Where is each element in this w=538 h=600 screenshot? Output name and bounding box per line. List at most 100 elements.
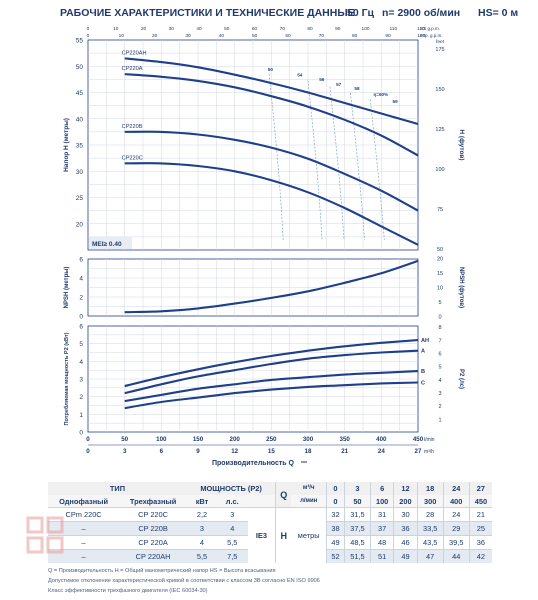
impgpm-tick-label: 60	[285, 33, 291, 39]
y-axis-label: Потребляемая мощность P2 (кВт)	[63, 332, 70, 425]
speed-label: n= 2900 об/мин	[382, 7, 461, 19]
three-phase-model: CP 220B	[119, 521, 187, 536]
lmin-cell: 100	[369, 495, 394, 508]
x2-tick-label: 21	[341, 448, 348, 455]
x-tick-label: 150	[193, 436, 204, 443]
y2-tick-label: 20	[437, 257, 443, 263]
kw-header: кВт	[186, 495, 217, 508]
y2-tick-label: 50	[437, 247, 443, 253]
y-tick-label: 0	[79, 314, 83, 321]
power-hp: 4	[216, 521, 248, 536]
head-curve	[124, 57, 419, 126]
x2-tick-label: 0	[86, 448, 90, 455]
y2-tick-label: 75	[437, 207, 443, 213]
single-phase-model: –	[48, 535, 120, 550]
head-value: 48	[369, 535, 394, 550]
footnote-abbreviations: Q = Производительность H = Общий маномет…	[48, 568, 276, 574]
impgpm-tick-label: 20	[152, 33, 158, 39]
usgpm-tick-label: 60	[252, 26, 258, 32]
head-value: 46	[393, 535, 418, 550]
x-unit-lmin: l/min	[424, 437, 435, 443]
y2-tick-label: 7	[438, 338, 441, 344]
head-value: 52	[326, 549, 345, 563]
m3h-cell: 18	[416, 482, 444, 495]
q-symbol: Q	[275, 482, 292, 508]
head-curve-label: CP220AH	[122, 50, 147, 56]
h-unit: метры	[291, 507, 327, 563]
usgpm-tick-label: 10	[113, 26, 119, 32]
efficiency-isoline	[369, 99, 385, 241]
y-tick-label: 5	[79, 341, 83, 348]
suction-height-label: HS= 0 м	[478, 7, 519, 19]
usgpm-tick-label: 50	[224, 26, 230, 32]
power-curve	[124, 381, 419, 410]
head-curve	[124, 162, 419, 246]
y-tick-label: 2	[79, 295, 83, 302]
impgpm-tick-label: 40	[219, 33, 225, 39]
usgpm-unit-label: US g.p.m.	[420, 26, 440, 31]
y2-axis-label: H (футов)	[458, 129, 465, 160]
head-value: 42	[468, 549, 492, 563]
usgpm-tick-label: 120	[417, 26, 425, 32]
impgpm-tick-label: 30	[185, 33, 191, 39]
x-tick-label: 400	[376, 436, 387, 443]
x-tick-label: 250	[266, 436, 277, 443]
x-tick-label: 350	[340, 436, 351, 443]
m3h-cell: 3	[343, 482, 371, 495]
y2-tick-label: 100	[435, 167, 444, 173]
y-tick-label: 6	[79, 324, 83, 331]
y-axis-label: NPSH (метры)	[64, 267, 70, 309]
y2-tick-label: 125	[435, 127, 444, 133]
head-value: 31,5	[343, 507, 371, 522]
power-kw: 3	[186, 521, 217, 536]
y2-axis-label: NPSH (футов)	[458, 267, 465, 308]
power-curve	[124, 339, 419, 388]
lmin-cell: 200	[393, 495, 418, 508]
efficiency-isoline	[268, 74, 284, 241]
impgpm-tick-label: 70	[319, 33, 325, 39]
x2-tick-label: 12	[231, 448, 238, 455]
head-value: 33,5	[416, 521, 444, 536]
y-tick-label: 45	[76, 90, 84, 97]
y2-tick-label: 2	[438, 404, 441, 410]
efficiency-isoline	[329, 86, 345, 241]
y-tick-label: 4	[79, 359, 83, 366]
y2-tick-label: 5	[438, 300, 441, 306]
ie-class: IE3	[247, 507, 276, 563]
power-kw: 4	[186, 535, 217, 550]
y-tick-label: 4	[79, 276, 83, 283]
single-phase-model: CPm 220C	[48, 507, 120, 522]
efficiency-label: 54	[297, 72, 303, 77]
lmin-cell: 450	[468, 495, 492, 508]
power-curve-label: A	[421, 349, 425, 355]
page-header: РАБОЧИЕ ХАРАКТЕРИСТИКИ И ТЕХНИЧЕСКИЕ ДАН…	[0, 0, 538, 24]
head-value: 37	[369, 521, 394, 536]
power-curve	[124, 349, 419, 395]
y2-tick-label: 6	[438, 351, 441, 357]
head-value: 21	[468, 507, 492, 522]
efficiency-isoline	[350, 92, 365, 241]
power-curve-label: AH	[421, 338, 429, 344]
y-tick-label: 0	[79, 430, 83, 437]
x2-tick-label: 6	[160, 448, 164, 455]
head-value: 49	[326, 535, 345, 550]
x-tick-label: 450	[413, 436, 424, 443]
x2-tick-label: 24	[378, 448, 385, 455]
head-value: 48,5	[343, 535, 371, 550]
head-curve	[124, 130, 419, 212]
q-units-m3h: м³/ч	[291, 482, 327, 495]
head-curve-label: CP220A	[122, 66, 143, 72]
blank-header	[247, 495, 276, 508]
impgpm-tick-label: 90	[385, 33, 391, 39]
head-value: 31	[369, 507, 394, 522]
y-tick-label: 6	[79, 257, 83, 264]
y-tick-label: 55	[76, 38, 84, 45]
head-value: 44	[442, 549, 470, 563]
usgpm-tick-label: 100	[362, 26, 370, 32]
y2-tick-label: 1	[438, 417, 441, 423]
head-value: 36	[393, 521, 418, 536]
y-tick-label: 40	[76, 116, 84, 123]
head-value: 30	[393, 507, 418, 522]
three-phase-model: CP 220AH	[119, 549, 187, 563]
footnote-efficiency-class: Класс эффективности трехфазного двигател…	[48, 588, 208, 594]
